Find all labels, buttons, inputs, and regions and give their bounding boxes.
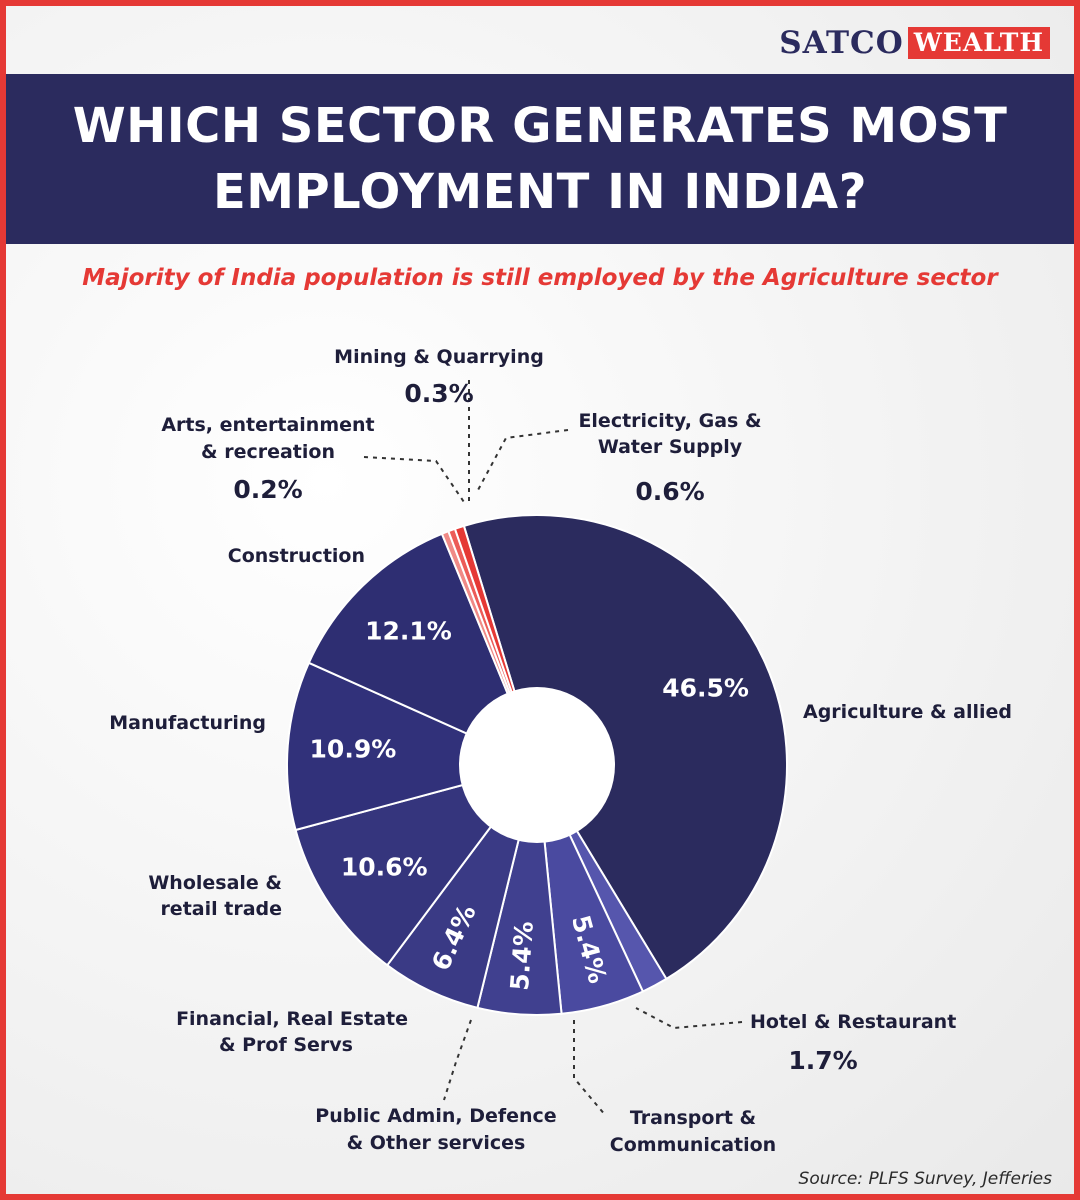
label-manufacturing: Manufacturing xyxy=(109,712,266,734)
slice-wholesale-retail-trade xyxy=(294,763,540,967)
label-financial-line2: & Prof Servs xyxy=(219,1034,353,1056)
logo-tag: WEALTH xyxy=(907,27,1050,59)
title-band: WHICH SECTOR GENERATES MOST EMPLOYMENT I… xyxy=(6,74,1074,244)
value-hotel: 1.7% xyxy=(788,1046,857,1075)
brand-logo: SATCO WEALTH xyxy=(779,24,1050,62)
label-agriculture: Agriculture & allied xyxy=(803,701,1012,723)
value-electricity: 0.6% xyxy=(635,477,704,506)
label-financial-line1: Financial, Real Estate xyxy=(176,1008,408,1030)
transport-leader-line xyxy=(573,1020,607,1117)
label-electricity-line1: Electricity, Gas & xyxy=(578,410,761,432)
label-construction: Construction xyxy=(228,545,365,567)
logo-brand: SATCO xyxy=(779,25,904,61)
label-electricity-line2: Water Supply xyxy=(598,436,743,458)
label-public-admin-line1: Public Admin, Defence xyxy=(315,1105,556,1127)
slice-construction xyxy=(307,532,539,767)
slice-agriculture-allied xyxy=(462,514,788,981)
label-transport-line2: Communication xyxy=(610,1134,776,1156)
value-manufacturing: 10.9% xyxy=(310,734,397,763)
label-mining: Mining & Quarrying xyxy=(334,346,544,368)
page-title: WHICH SECTOR GENERATES MOST EMPLOYMENT I… xyxy=(72,98,1008,220)
label-arts-line1: Arts, entertainment xyxy=(161,414,374,436)
subtitle: Majority of India population is still em… xyxy=(82,265,998,291)
donut-hole xyxy=(459,687,615,843)
value-arts: 0.2% xyxy=(233,475,302,504)
hotel-leader-line xyxy=(635,1007,743,1030)
value-wholesale-retail-trade: 10.6% xyxy=(341,853,428,882)
slice-manufacturing xyxy=(286,661,540,832)
public-admin-leader-line xyxy=(443,1019,472,1101)
value-agriculture-allied: 46.5% xyxy=(662,674,749,703)
label-hotel: Hotel & Restaurant xyxy=(750,1011,956,1033)
label-wholesale-line1: Wholesale & xyxy=(148,872,282,894)
source-note: Source: PLFS Survey, Jefferies xyxy=(798,1169,1052,1189)
label-arts-line2: & recreation xyxy=(201,441,335,463)
arts-leader-line xyxy=(363,456,467,506)
label-transport-line1: Transport & xyxy=(630,1107,756,1129)
electricity-leader-line xyxy=(477,429,569,491)
value-public-admin-defence-other-services: 5.4% xyxy=(505,920,539,991)
label-public-admin-line2: & Other services xyxy=(347,1132,526,1154)
value-construction: 12.1% xyxy=(365,616,452,645)
label-wholesale-line2: retail trade xyxy=(160,898,282,920)
value-mining: 0.3% xyxy=(404,379,473,408)
donut-chart: 46.5%5.4%5.4%6.4%10.6%10.9%12.1% Agricul… xyxy=(109,346,1012,1156)
